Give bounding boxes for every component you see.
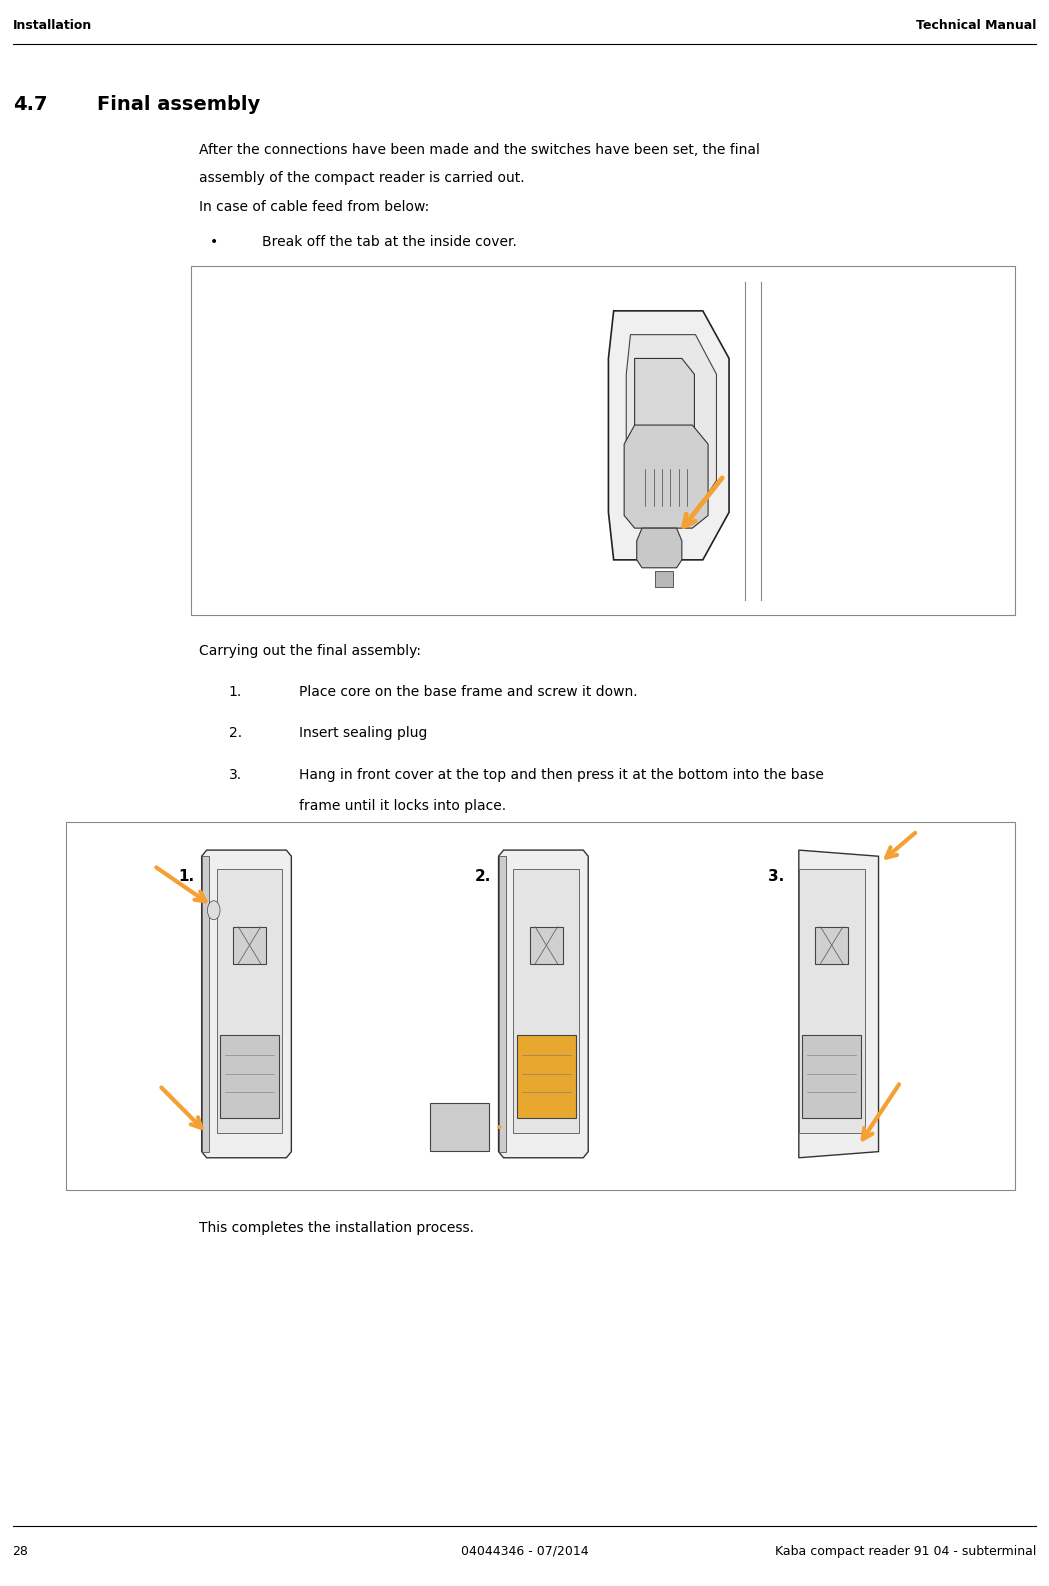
Polygon shape (201, 856, 209, 1151)
Text: This completes the installation process.: This completes the installation process. (199, 1221, 474, 1235)
Text: assembly of the compact reader is carried out.: assembly of the compact reader is carrie… (199, 171, 524, 186)
Text: In case of cable feed from below:: In case of cable feed from below: (199, 200, 429, 214)
Bar (530, 926, 563, 964)
Text: Kaba compact reader 91 04 - subterminal: Kaba compact reader 91 04 - subterminal (775, 1545, 1036, 1557)
Polygon shape (799, 850, 879, 1158)
Text: Break off the tab at the inside cover.: Break off the tab at the inside cover. (262, 235, 517, 249)
Text: Hang in front cover at the top and then press it at the bottom into the base: Hang in front cover at the top and then … (299, 768, 823, 782)
Text: Technical Manual: Technical Manual (916, 19, 1036, 32)
Polygon shape (624, 425, 708, 528)
Bar (517, 1034, 576, 1118)
Polygon shape (498, 856, 506, 1151)
Bar (801, 1034, 861, 1118)
Text: frame until it locks into place.: frame until it locks into place. (299, 799, 506, 814)
Text: 3.: 3. (768, 869, 784, 883)
Text: 1.: 1. (229, 685, 242, 699)
Polygon shape (655, 571, 673, 587)
Text: 3.: 3. (229, 768, 242, 782)
Text: •: • (210, 235, 218, 249)
Bar (799, 869, 864, 1132)
Text: 1.: 1. (178, 869, 194, 883)
Bar (216, 869, 282, 1132)
Bar (191, 266, 1015, 615)
Bar (220, 1034, 279, 1118)
Text: Place core on the base frame and screw it down.: Place core on the base frame and screw i… (299, 685, 638, 699)
Polygon shape (637, 528, 682, 568)
Text: Carrying out the final assembly:: Carrying out the final assembly: (199, 644, 422, 658)
Polygon shape (635, 358, 694, 458)
Bar (233, 926, 266, 964)
Text: After the connections have been made and the switches have been set, the final: After the connections have been made and… (199, 143, 761, 157)
Polygon shape (201, 850, 292, 1158)
Bar (815, 926, 849, 964)
Text: Insert sealing plug: Insert sealing plug (299, 726, 427, 741)
Text: 04044346 - 07/2014: 04044346 - 07/2014 (461, 1545, 588, 1557)
Text: 28: 28 (13, 1545, 28, 1557)
Bar (66, 822, 1015, 1190)
Polygon shape (430, 1104, 489, 1151)
Bar (514, 869, 579, 1132)
Circle shape (208, 901, 220, 920)
Polygon shape (626, 335, 716, 512)
Polygon shape (498, 850, 588, 1158)
Text: 2.: 2. (229, 726, 242, 741)
Text: 4.7: 4.7 (13, 95, 47, 114)
Text: Final assembly: Final assembly (97, 95, 260, 114)
Text: 2.: 2. (475, 869, 492, 883)
Text: Installation: Installation (13, 19, 92, 32)
Polygon shape (608, 311, 729, 560)
